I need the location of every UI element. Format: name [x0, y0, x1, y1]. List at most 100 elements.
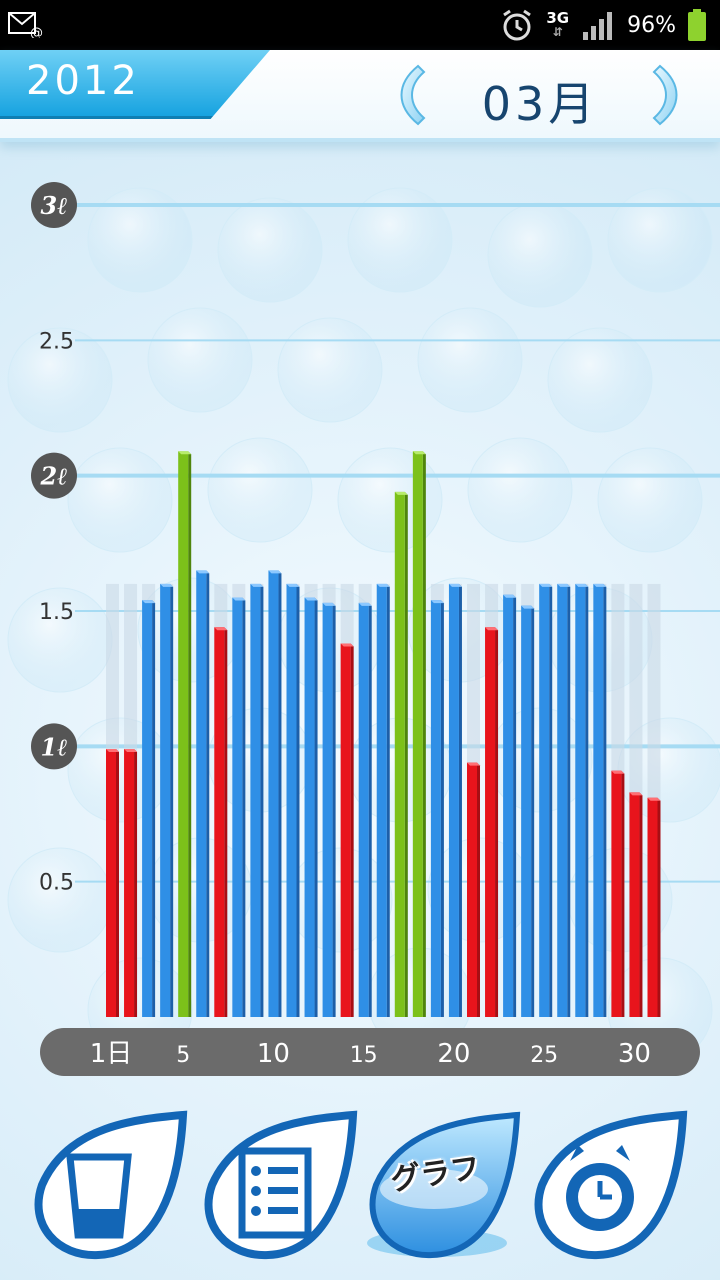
bar-day-28	[593, 583, 604, 1017]
bar-side	[440, 600, 444, 1017]
svg-text:@: @	[30, 26, 43, 38]
bubble-decoration	[607, 187, 713, 293]
bar-cap	[286, 583, 300, 587]
bar-side	[134, 749, 138, 1017]
bubble-decoration	[597, 447, 703, 553]
bar-cap	[178, 451, 192, 455]
bar-cap	[521, 605, 535, 609]
list-icon	[204, 1110, 358, 1260]
bar-day-4	[160, 583, 171, 1017]
bar-day-27	[575, 583, 586, 1017]
bar-day-9	[250, 583, 261, 1017]
bubble-decoration	[467, 437, 573, 543]
bar-day-3	[142, 600, 153, 1017]
bar-cap	[557, 583, 571, 587]
y-tick-label: 1.5	[39, 600, 74, 625]
y-tick-label: 1ℓ	[41, 732, 68, 761]
bar-cap	[232, 597, 246, 601]
bar-side	[314, 597, 318, 1017]
y-tick-label: 2ℓ	[40, 462, 68, 491]
bar-side	[458, 583, 462, 1017]
bar-day-7	[214, 627, 225, 1017]
bar-day-26	[557, 583, 568, 1017]
nav-alarm-button[interactable]	[528, 1105, 698, 1265]
bar-side	[206, 570, 210, 1017]
bar-day-29	[611, 770, 622, 1017]
bar-day-15	[358, 602, 369, 1017]
bar-cap	[430, 600, 444, 604]
bar-side	[621, 770, 625, 1017]
bubble-decoration	[547, 327, 653, 433]
bar-cap	[467, 762, 480, 766]
bubble-decoration	[147, 307, 253, 413]
bar-side	[368, 602, 372, 1017]
status-bar: @ 3G ⇵ 96%	[0, 0, 720, 50]
bubble-decoration	[487, 202, 593, 308]
bar-cap	[629, 792, 643, 796]
bubble-decoration	[277, 317, 383, 423]
water-intake-chart: 3ℓ 2.5 2ℓ 1.5 1ℓ 0.5 1日 5 10 15 20 25 30	[7, 182, 720, 1076]
nav-list-button[interactable]	[198, 1105, 368, 1265]
bubble-decoration	[217, 197, 323, 303]
bubble-decoration	[67, 717, 173, 823]
bar-side	[603, 583, 607, 1017]
bar-cap	[647, 797, 661, 801]
bubble-decoration	[67, 447, 173, 553]
y-tick-label: 3ℓ	[41, 191, 68, 220]
bar-cap	[539, 583, 553, 587]
bar-day-16	[376, 583, 387, 1017]
bar-side	[278, 570, 282, 1017]
bar-cap	[611, 770, 625, 774]
bar-cap	[394, 491, 408, 495]
bar-day-31	[647, 797, 658, 1017]
year-label: 2012	[26, 58, 140, 104]
bar-side	[386, 583, 390, 1017]
bar-side	[404, 491, 408, 1017]
bar-day-24	[521, 605, 532, 1017]
bar-day-25	[539, 583, 550, 1017]
nav-graph-button[interactable]: グラフ	[362, 1105, 532, 1265]
bar-side	[116, 749, 119, 1017]
bubble-decoration	[417, 307, 523, 413]
nav-cup-button[interactable]	[28, 1105, 198, 1265]
bar-day-18	[412, 451, 423, 1018]
bar-side	[296, 583, 300, 1017]
bar-cap	[412, 451, 426, 455]
bar-cap	[503, 594, 517, 598]
bar-day-12	[304, 597, 315, 1017]
bar-day-8	[232, 597, 243, 1017]
bar-cap	[106, 749, 119, 753]
bubble-decoration	[7, 847, 113, 953]
bar-day-2	[124, 749, 135, 1017]
bar-day-13	[322, 602, 333, 1017]
bar-side	[170, 583, 174, 1017]
signal-icon	[583, 12, 613, 40]
bar-day-1	[106, 749, 116, 1017]
bottom-nav: グラフ	[0, 1105, 720, 1280]
x-tick-label: 15	[350, 1043, 378, 1068]
bar-cap	[593, 583, 607, 587]
bubble-decoration	[7, 327, 113, 433]
next-month-button[interactable]	[650, 64, 690, 126]
bar-cap	[358, 602, 372, 606]
mail-icon: @	[8, 12, 43, 38]
bar-day-23	[503, 594, 514, 1017]
y-tick-label: 2.5	[39, 329, 74, 354]
prev-month-button[interactable]	[388, 64, 428, 126]
x-tick-label: 30	[618, 1039, 651, 1069]
bar-side	[242, 597, 246, 1017]
bar-day-19	[430, 600, 441, 1017]
bar-cap	[448, 583, 462, 587]
bar-side	[350, 643, 354, 1017]
bar-side	[639, 792, 643, 1017]
bar-side	[260, 583, 264, 1017]
bubble-decoration	[347, 187, 453, 293]
y-tick-badge	[31, 452, 77, 499]
y-tick-label: 0.5	[39, 871, 74, 896]
bars	[106, 451, 661, 1018]
bubble-decoration	[87, 187, 193, 293]
bar-day-22	[485, 627, 496, 1017]
bubble-decoration	[337, 447, 443, 553]
bar-day-5	[178, 451, 189, 1018]
bar-cap	[376, 583, 390, 587]
